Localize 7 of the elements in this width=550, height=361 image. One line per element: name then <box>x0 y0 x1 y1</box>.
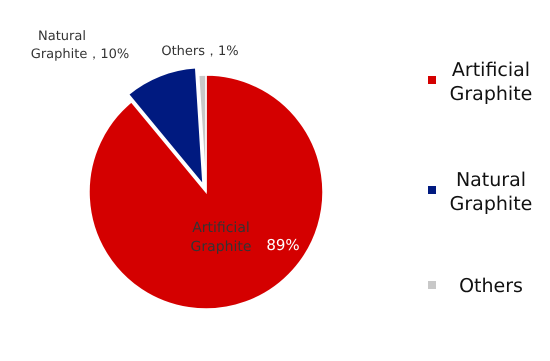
category-label: Natural Graphite，10% <box>30 29 130 62</box>
slice-label: Artificial Graphite <box>190 220 252 255</box>
data-label: 89% <box>266 236 300 254</box>
legend-label: Natural Graphite <box>450 169 532 215</box>
legend-label: Others <box>459 275 523 297</box>
legend-label: Artificial Graphite <box>450 59 532 105</box>
category-label: Others，1% <box>161 44 239 59</box>
